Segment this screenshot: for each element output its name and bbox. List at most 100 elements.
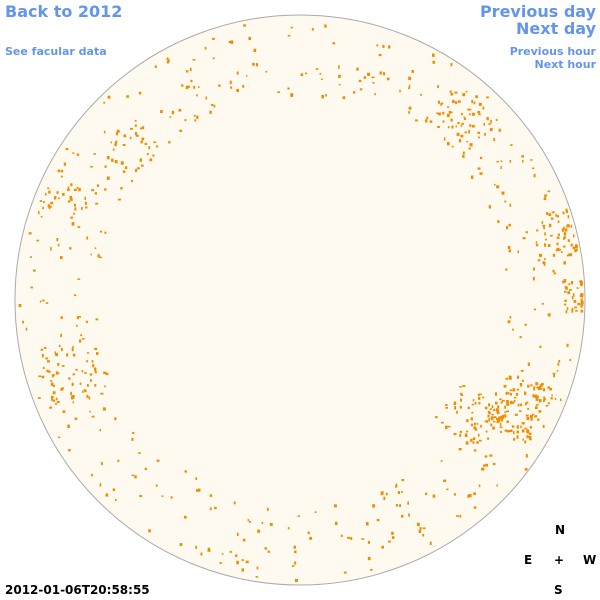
facula (457, 122, 460, 125)
facula (580, 292, 583, 296)
facula (61, 387, 64, 390)
facula (538, 399, 541, 403)
facula (325, 94, 327, 97)
facula (544, 398, 546, 401)
facula (563, 279, 567, 283)
back-link[interactable]: Back to 2012 (5, 2, 123, 21)
facula (294, 561, 297, 565)
previous-hour-link[interactable]: Previous hour (509, 45, 596, 58)
facula (52, 399, 55, 402)
facula (93, 153, 96, 155)
facula (86, 394, 89, 398)
facula (473, 492, 476, 495)
facula (544, 243, 546, 247)
facula (252, 62, 255, 66)
facula (543, 396, 546, 399)
facula (42, 299, 45, 302)
facula (567, 239, 570, 242)
facula (236, 560, 239, 565)
facula (508, 429, 511, 433)
facula (236, 532, 239, 536)
facula (509, 393, 512, 396)
facula (447, 142, 450, 146)
facula (450, 118, 453, 122)
facula (511, 425, 515, 428)
next-hour-link[interactable]: Next hour (534, 58, 597, 71)
previous-day-link[interactable]: Previous day (479, 2, 596, 21)
facula (561, 251, 563, 253)
facula (459, 430, 462, 433)
facula (366, 522, 369, 526)
facula (507, 245, 511, 249)
facula (86, 360, 89, 363)
facula (515, 392, 519, 396)
facula (38, 211, 40, 215)
facula (542, 261, 546, 264)
facula (484, 132, 486, 136)
facula (287, 34, 291, 37)
facula (572, 293, 575, 297)
facula (521, 155, 524, 158)
facula (469, 143, 473, 147)
facula (539, 345, 542, 348)
facula (468, 130, 470, 134)
facula (445, 425, 448, 430)
facula (557, 233, 560, 236)
facula (471, 411, 474, 414)
facula (478, 393, 482, 395)
facula (532, 394, 535, 398)
facula (120, 187, 123, 190)
facula (526, 436, 530, 438)
facular-link[interactable]: See facular data (5, 45, 107, 58)
facula (459, 514, 462, 518)
facula (468, 108, 472, 111)
facula (464, 434, 468, 437)
facula (490, 120, 492, 124)
facula (62, 365, 65, 367)
facula (342, 96, 346, 100)
facula (338, 74, 341, 78)
facula (78, 316, 81, 318)
facula (267, 507, 269, 511)
facula (509, 160, 512, 163)
facula (70, 391, 72, 396)
facula (556, 370, 559, 372)
facula (71, 222, 75, 226)
facula (167, 59, 170, 63)
facula (40, 215, 43, 218)
facula (563, 232, 567, 236)
facula (55, 353, 58, 357)
facula (524, 468, 528, 471)
facula (79, 339, 82, 343)
facula (248, 520, 251, 523)
facula (566, 307, 569, 311)
facula (122, 170, 126, 173)
facula (489, 454, 493, 457)
next-day-link[interactable]: Next day (516, 19, 596, 38)
facula (416, 522, 420, 527)
facula (84, 389, 87, 393)
facula (324, 24, 327, 28)
facula (97, 254, 100, 258)
facula (432, 494, 436, 498)
facula (277, 91, 280, 93)
facula (122, 161, 124, 164)
facula (114, 160, 118, 164)
facula (370, 568, 373, 571)
facula (521, 429, 525, 433)
facula (462, 93, 466, 97)
facula (517, 375, 519, 379)
facula (186, 85, 190, 88)
facula (321, 94, 325, 99)
facula (233, 501, 236, 505)
facula (219, 562, 222, 564)
facula (496, 484, 498, 487)
facula (529, 438, 532, 441)
facula (148, 529, 151, 533)
facula (212, 57, 215, 60)
facula (531, 167, 535, 169)
facula (565, 208, 568, 211)
facula (104, 231, 107, 234)
facula (134, 124, 137, 127)
facula (419, 527, 422, 530)
